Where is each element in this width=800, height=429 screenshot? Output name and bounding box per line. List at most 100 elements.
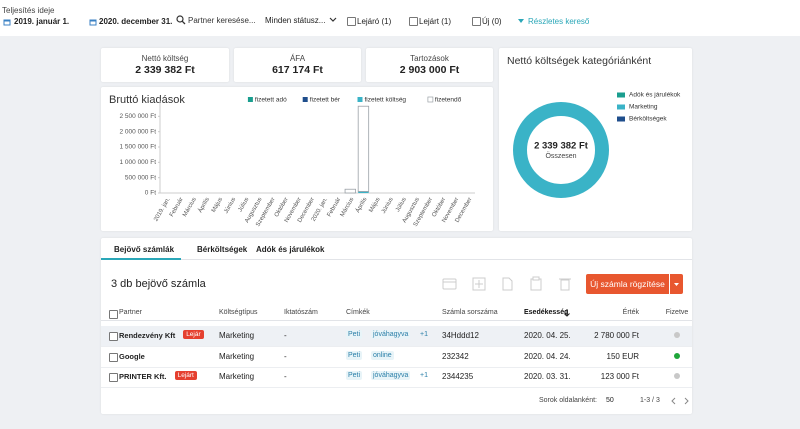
page-size[interactable]: 50: [606, 397, 614, 404]
invoice-number: 34Hddd12: [442, 331, 479, 340]
legend-label: Bérköltségek: [629, 116, 667, 123]
legend-swatch: [247, 97, 253, 102]
column-header[interactable]: Költségtípus: [219, 309, 258, 316]
advanced-search[interactable]: Részletes kereső: [528, 17, 590, 26]
tag[interactable]: Peti: [346, 350, 363, 360]
chevron: [329, 17, 337, 22]
tab[interactable]: Bejövő számlák: [114, 245, 175, 254]
column-header[interactable]: Iktatószám: [284, 309, 318, 316]
x-tick-label: Június: [223, 197, 237, 215]
summary-card: Nettó költség 2 339 382 Ft: [101, 48, 229, 82]
rows-per-page-label: Sorok oldalanként:: [539, 397, 597, 404]
tab-divider: [101, 259, 692, 260]
tag[interactable]: online: [371, 350, 394, 360]
legend-swatch: [357, 97, 363, 102]
chart-title: Nettó költségek kategóriánként: [507, 55, 651, 67]
x-tick-label: 2019. jan.: [153, 197, 172, 223]
column-header[interactable]: Esedékesség: [524, 309, 569, 316]
donut-card: Nettó költségek kategóriánként 2 339 382…: [499, 48, 692, 231]
donut-caption: Összesen: [545, 152, 576, 160]
button-dropdown[interactable]: [670, 274, 683, 294]
partner-name[interactable]: Rendezvény Kft: [119, 331, 176, 340]
search-icon: [176, 15, 186, 25]
legend-label: fizetendő: [435, 97, 462, 104]
checkbox-label[interactable]: Lejáró (1): [357, 17, 392, 26]
cost-type: Marketing: [219, 372, 255, 381]
row-divider: [101, 387, 692, 388]
status-badge: Lejár: [183, 330, 204, 339]
page-nav[interactable]: [669, 396, 699, 406]
bar-chart-card: Bruttó kiadások 0 Ft 500 000 Ft 1 000 000 …: [101, 87, 493, 231]
row-checkbox[interactable]: [109, 332, 118, 341]
invoice-number: 232342: [442, 351, 469, 361]
summary-value: 617 174 Ft: [272, 64, 323, 76]
legend-swatch: [617, 104, 625, 110]
due-date: 2020. 03. 31.: [524, 372, 571, 381]
date-from[interactable]: 2019. január 1.: [14, 17, 70, 26]
more-tags[interactable]: +1: [420, 331, 428, 338]
bar-segment: [344, 188, 356, 194]
row-checkbox[interactable]: [109, 352, 118, 362]
tab[interactable]: Bérköltségek: [197, 245, 248, 254]
legend-swatch: [302, 97, 308, 102]
caret: [518, 19, 524, 23]
tab[interactable]: Adók és járulékok: [256, 245, 325, 254]
row-divider: [101, 366, 692, 368]
checkbox-label[interactable]: Lejárt (1): [419, 17, 452, 26]
donut-segment: [513, 102, 609, 198]
date-to[interactable]: 2020. december 31.: [99, 17, 173, 26]
checkbox[interactable]: [472, 17, 481, 26]
column-header[interactable]: Címkék: [346, 309, 370, 316]
select-all-checkbox[interactable]: [109, 310, 118, 319]
legend-label: fizetett adó: [255, 97, 287, 104]
tag[interactable]: Peti: [346, 330, 363, 339]
column-header[interactable]: Számla sorszáma: [442, 309, 498, 316]
x-tick-label: Június: [381, 197, 395, 215]
tag[interactable]: jóváhagyva: [371, 371, 411, 380]
filter-bar: [0, 0, 800, 36]
legend-label: fizetett bér: [310, 97, 341, 104]
summary-value: 2 339 382 Ft: [135, 64, 195, 76]
row-checkbox[interactable]: [109, 373, 118, 382]
amount: 123 000 Ft: [600, 372, 639, 381]
donut-total: 2 339 382 Ft: [534, 141, 589, 152]
y-tick-label: 1 500 000 Ft: [120, 144, 157, 151]
bar-segment: [358, 191, 369, 193]
y-tick-label: 2 000 000 Ft: [120, 128, 157, 135]
checkbox[interactable]: [347, 17, 356, 26]
tag[interactable]: jóváhagyva: [371, 330, 411, 339]
bar-segment: [357, 105, 370, 192]
file-number: -: [284, 372, 287, 381]
y-tick-label: 2 500 000 Ft: [120, 113, 157, 120]
status-select[interactable]: Minden státusz...: [265, 16, 326, 25]
legend-swatch: [617, 116, 625, 122]
status-badge: Lejárt: [174, 371, 197, 380]
list-title: 3 db bejövő számla: [111, 278, 206, 290]
checkbox[interactable]: [409, 17, 418, 26]
x-tick-label: Április: [354, 196, 368, 214]
legend-label: fizetett költség: [365, 97, 407, 104]
summary-label: Tartozások: [410, 54, 449, 63]
toolbar-icons: [442, 276, 571, 291]
legend-swatch: [617, 92, 625, 98]
tag[interactable]: Peti: [346, 371, 363, 380]
calendar-icon: [3, 19, 11, 26]
legend-swatch: [427, 96, 434, 103]
legend-label: Adók és járulékok: [629, 92, 681, 99]
amount: 2 780 000 Ft: [594, 331, 639, 340]
sort-arrow: [564, 309, 570, 317]
new-invoice-button[interactable]: Új számla rögzítése: [586, 274, 669, 294]
column-header[interactable]: Partner: [119, 309, 142, 316]
partner-name[interactable]: Google: [119, 351, 145, 361]
summary-card: Tartozások 2 903 000 Ft: [366, 48, 493, 82]
paid-status: [674, 373, 680, 379]
row-divider: [101, 320, 692, 321]
legend-label: Marketing: [629, 104, 658, 111]
file-number: -: [284, 331, 287, 340]
partner-search[interactable]: Partner keresése...: [188, 16, 256, 25]
checkbox-label[interactable]: Új (0): [482, 17, 502, 26]
more-tags[interactable]: +1: [420, 372, 428, 379]
partner-name[interactable]: PRINTER Kft.: [119, 372, 167, 381]
column-header[interactable]: Érték: [622, 309, 639, 316]
